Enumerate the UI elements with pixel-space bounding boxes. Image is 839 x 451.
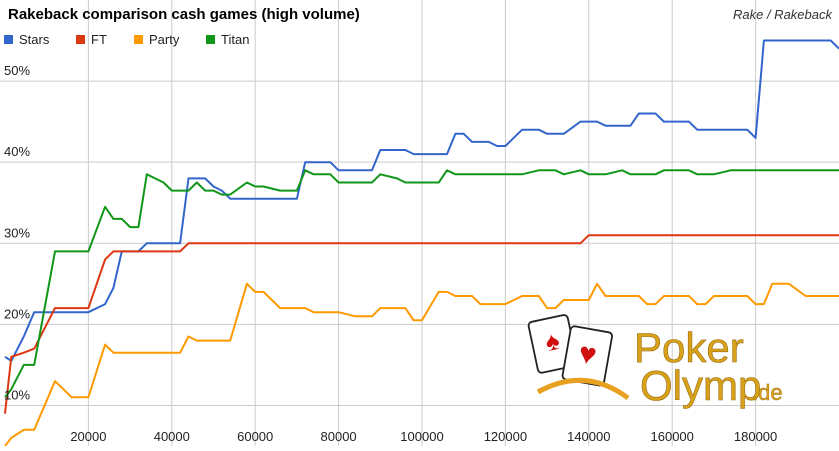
y-tick-label: 20% [4,306,30,321]
logo-text-poker: Poker [634,324,744,371]
y-tick-label: 30% [4,225,30,240]
x-tick-label: 140000 [567,429,610,444]
legend-swatch-party [134,35,143,44]
x-tick-label: 80000 [321,429,357,444]
heart-icon: ♥ [576,337,599,373]
pokerolymp-logo: ♠ ♥ Poker Olymp .de [527,314,783,409]
legend-swatch-titan [206,35,215,44]
series-line-party [4,282,839,447]
y-tick-label: 40% [4,144,30,159]
legend-label-party: Party [149,32,180,47]
x-axis-ticks: 20000 40000 60000 80000 100000 120000 140000 16… [70,429,777,444]
chart-subtitle: Rake / Rakeback [733,7,833,22]
y-axis-ticks: 10% 20% 30% 40% 50% [4,63,30,402]
series-line-stars [4,39,839,362]
playing-cards-icon: ♠ ♥ [527,314,630,401]
x-tick-label: 120000 [484,429,527,444]
legend-swatch-stars [4,35,13,44]
legend-label-ft: FT [91,32,107,47]
y-tick-label: 50% [4,63,30,78]
series-line-ft [4,234,839,414]
legend: Stars FT Party Titan [4,32,249,47]
series-line-titan [4,169,839,398]
logo-text-olymp: Olymp [640,362,761,409]
x-tick-label: 180000 [734,429,777,444]
y-tick-label: 10% [4,387,30,402]
x-tick-label: 40000 [154,429,190,444]
x-tick-label: 20000 [70,429,106,444]
logo-text-suffix: .de [752,380,783,405]
legend-swatch-ft [76,35,85,44]
gold-swoosh [536,377,630,401]
spade-icon: ♠ [542,325,562,357]
x-tick-label: 100000 [400,429,443,444]
chart-title: Rakeback comparison cash games (high vol… [8,6,360,23]
x-tick-label: 160000 [651,429,694,444]
legend-label-titan: Titan [221,32,249,47]
x-tick-label: 60000 [237,429,273,444]
legend-label-stars: Stars [19,32,50,47]
series-lines [4,39,839,447]
